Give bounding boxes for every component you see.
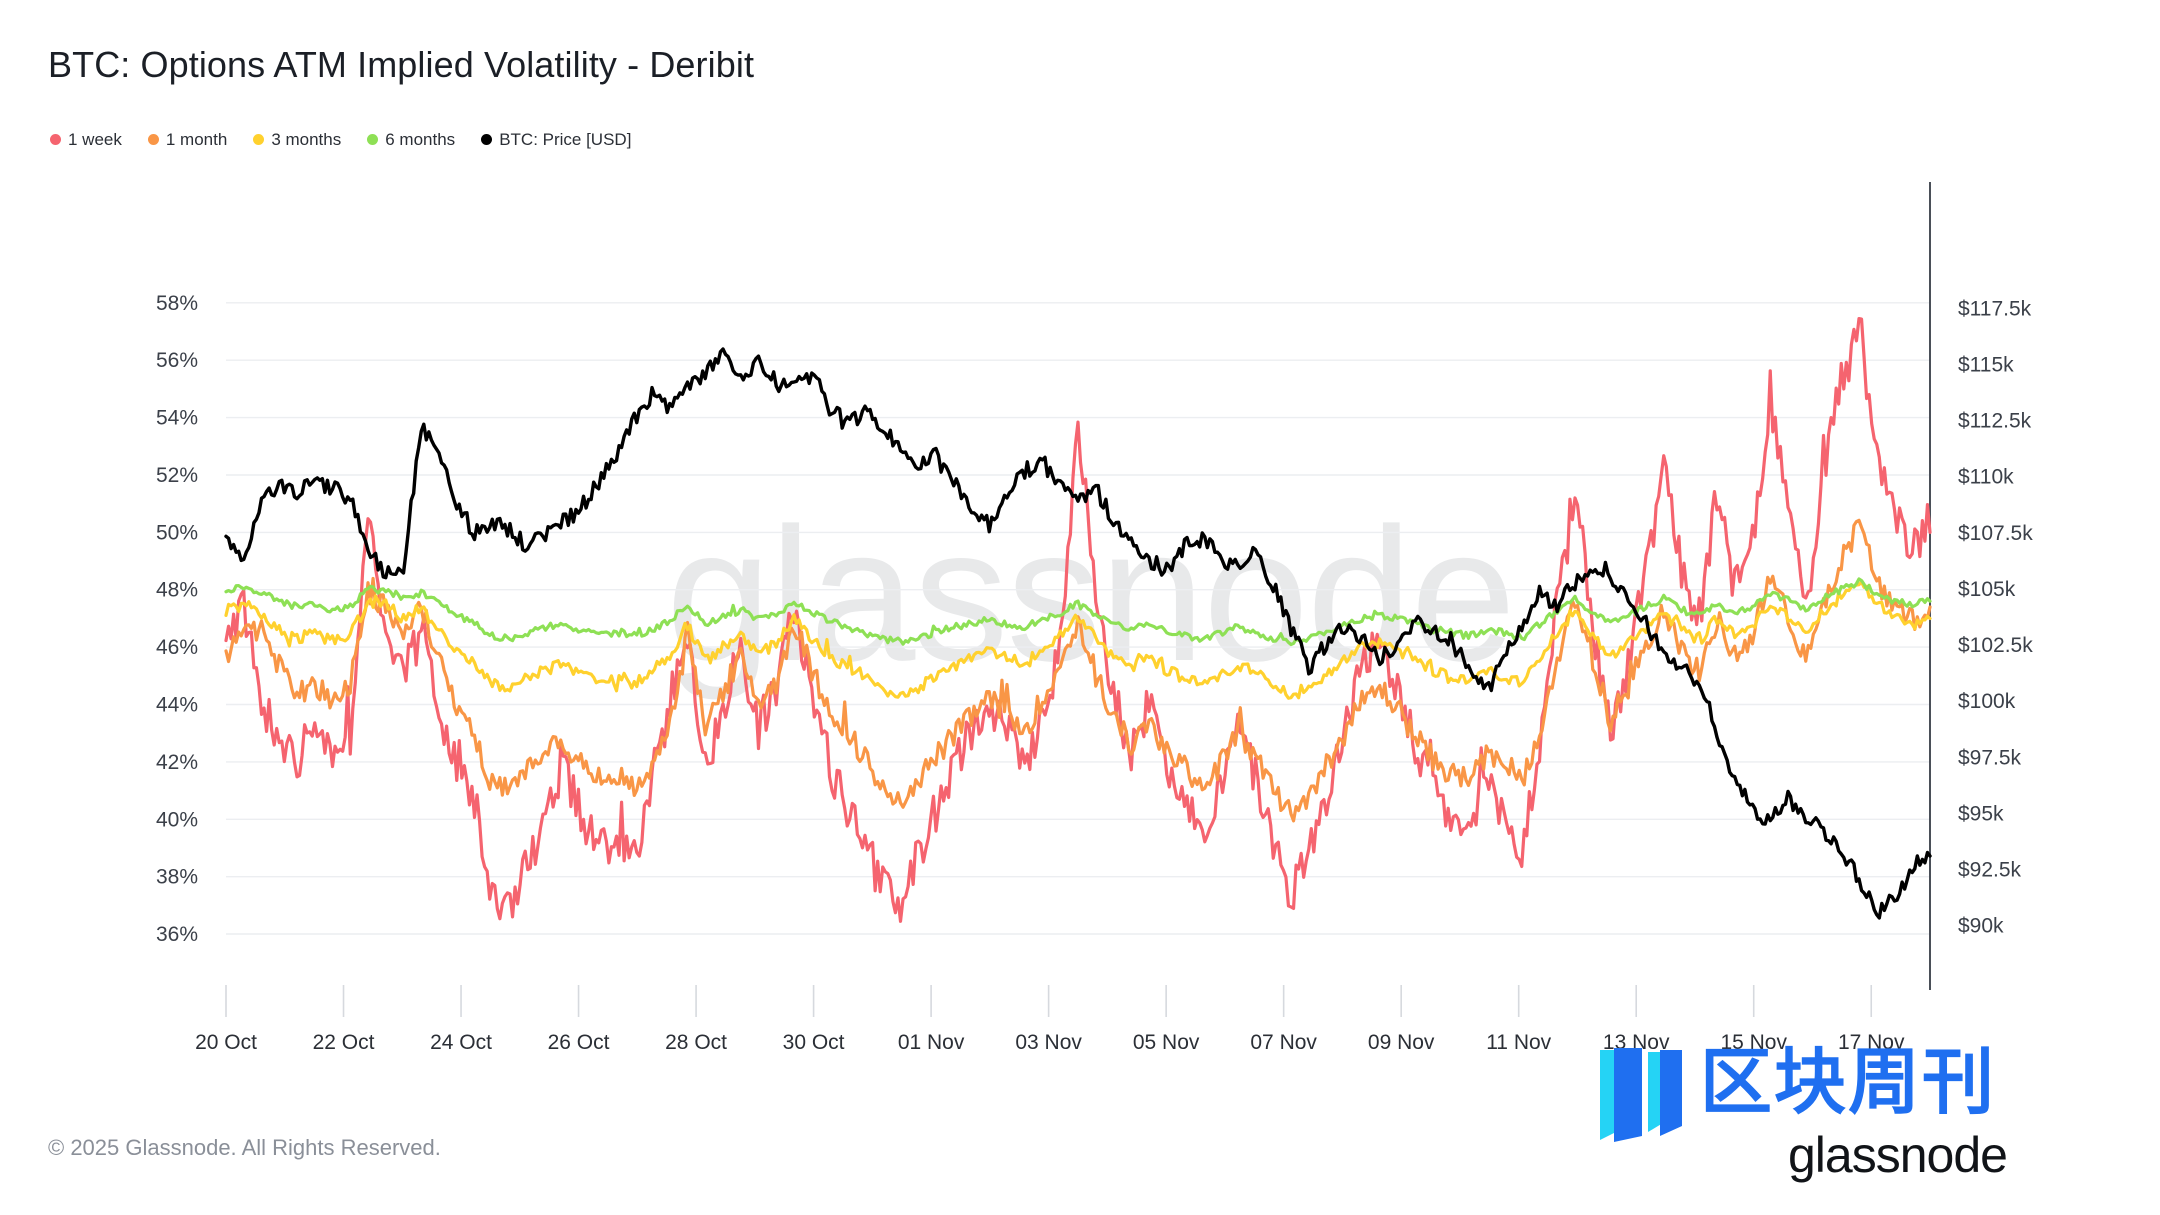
x-axis-tick-label: 09 Nov <box>1368 1031 1435 1054</box>
x-axis-tick-label: 05 Nov <box>1133 1031 1200 1054</box>
legend-item-label: 1 week <box>68 130 122 149</box>
brand-overlay: 区块周刊 glassnode <box>1590 1040 2130 1200</box>
y-axis-left-tick-label: 52% <box>156 464 198 487</box>
y-axis-right-tick-label: $100k <box>1958 690 2016 713</box>
y-axis-left-tick-label: 36% <box>156 923 198 946</box>
x-axis-tick-label: 07 Nov <box>1250 1031 1317 1054</box>
y-axis-right-tick-label: $92.5k <box>1958 858 2022 881</box>
y-axis-left-tick-label: 50% <box>156 521 198 544</box>
legend-item-label: 6 months <box>385 130 456 149</box>
y-axis-right-tick-label: $105k <box>1958 578 2016 601</box>
x-axis: 20 Oct 22 Oct 24 Oct 26 Oct 28 Oct 30 Oct 01 N… <box>195 985 1905 1054</box>
brand-cn-text: 区块周刊 <box>1700 1040 1997 1124</box>
y-axis-right-tick-label: $112.5k <box>1958 410 2032 433</box>
legend-item-label: BTC: Price [USD] <box>499 130 632 149</box>
y-axis-right-tick-label: $97.5k <box>1958 746 2022 769</box>
y-axis-right-tick-label: $107.5k <box>1958 522 2033 545</box>
x-axis-tick-label: 01 Nov <box>898 1031 965 1054</box>
x-axis-tick-label: 03 Nov <box>1015 1031 1082 1054</box>
series-line-1-month <box>224 518 1932 823</box>
series-line-3-months <box>224 580 1932 700</box>
legend-item-1-month[interactable]: 1 month <box>147 130 228 149</box>
legend-item-label: 1 month <box>165 130 228 149</box>
legend-color-dot <box>481 134 493 145</box>
x-axis-tick-label: 24 Oct <box>430 1031 492 1054</box>
x-axis-tick-label: 20 Oct <box>195 1031 257 1054</box>
chart-legend: 1 week 1 month 3 months 6 months BTC: Price … <box>50 131 631 148</box>
y-axis-right-labels: $90k $92.5k $95k $97.5k $100k $102.5k $105k $10… <box>1958 297 2033 937</box>
brand-logo-mark <box>1600 1048 1682 1142</box>
y-axis-left-tick-label: 44% <box>156 694 198 717</box>
x-axis-tick-label: 17 Nov <box>1838 1031 1905 1054</box>
y-axis-left-tick-label: 42% <box>156 751 198 774</box>
x-axis-tick-label: 22 Oct <box>313 1031 375 1054</box>
x-axis-tick-label: 26 Oct <box>548 1031 610 1054</box>
x-axis-tick-label: 15 Nov <box>1720 1031 1787 1054</box>
y-axis-left-tick-label: 48% <box>156 579 198 602</box>
page-title: BTC: Options ATM Implied Volatility - De… <box>48 44 755 85</box>
y-axis-right-tick-label: $102.5k <box>1958 634 2033 657</box>
y-axis-left-tick-label: 40% <box>156 808 198 831</box>
legend-color-dot <box>50 134 61 145</box>
x-axis-tick-label: 30 Oct <box>783 1031 845 1054</box>
legend-color-dot <box>253 134 265 145</box>
legend-color-dot <box>367 134 379 145</box>
y-axis-left-tick-label: 54% <box>156 407 198 430</box>
legend-item-label: 3 months <box>271 130 342 149</box>
y-axis-left-labels: 36% 38% 40% 42% 44% 46% 48% 50% 52% 54% 56% 58% <box>156 292 198 946</box>
y-axis-right-tick-label: $115k <box>1958 354 2014 377</box>
series-line-btc-price-usd <box>224 347 1932 920</box>
chart-series-lines <box>224 317 1932 923</box>
series-line-1-week <box>224 317 1932 923</box>
copyright-footer: © 2025 Glassnode. All Rights Reserved. <box>48 1135 441 1160</box>
y-axis-left-tick-label: 46% <box>156 636 198 659</box>
x-axis-tick-label: 28 Oct <box>665 1031 727 1054</box>
y-axis-right-tick-label: $90k <box>1958 915 2004 938</box>
legend-item-1-week[interactable]: 1 week <box>50 131 122 148</box>
y-axis-right-tick-label: $95k <box>1958 802 2004 825</box>
legend-color-dot <box>147 134 159 145</box>
y-axis-right-tick-label: $117.5k <box>1958 297 2032 320</box>
y-axis-right-tick-label: $110k <box>1958 466 2014 489</box>
brand-glassnode-text: glassnode <box>1788 1127 2008 1183</box>
legend-item-3-months[interactable]: 3 months <box>253 131 341 148</box>
y-axis-left-tick-label: 38% <box>156 866 198 889</box>
y-axis-left-tick-label: 58% <box>156 292 198 315</box>
legend-item-6-months[interactable]: 6 months <box>367 131 455 148</box>
x-axis-tick-label: 11 Nov <box>1486 1031 1551 1054</box>
legend-item-btc-price-usd[interactable]: BTC: Price [USD] <box>481 131 631 148</box>
y-axis-left-tick-label: 56% <box>156 349 198 372</box>
series-line-6-months <box>224 577 1932 647</box>
